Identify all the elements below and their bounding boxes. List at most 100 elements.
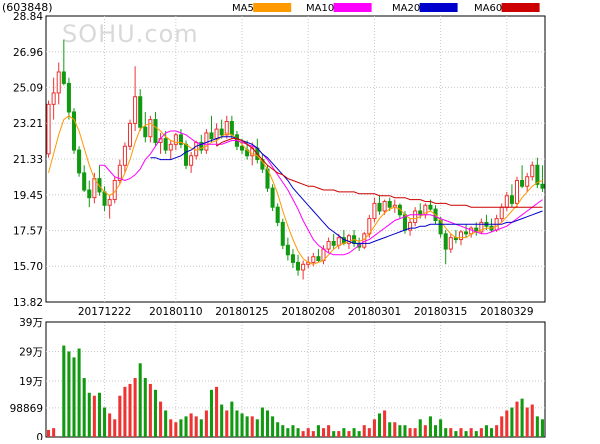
- candle-body-down: [77, 149, 82, 174]
- volume-bar: [123, 386, 127, 437]
- volume-bar: [327, 425, 331, 437]
- volume-bar: [433, 425, 438, 437]
- candle-body-down: [229, 120, 234, 136]
- volume-bar: [500, 416, 504, 437]
- volume-bar: [199, 419, 203, 437]
- date-axis: 20171222 20180110 20180125 20180208 20180301…: [78, 306, 534, 318]
- legend-swatch-ma60: [501, 3, 540, 12]
- volume-bar: [495, 425, 499, 437]
- candle-body-up: [504, 195, 509, 208]
- volume-bar: [398, 425, 402, 437]
- volume-bar: [352, 428, 356, 437]
- candle-body-up: [530, 164, 535, 178]
- volume-bar: [148, 383, 152, 437]
- volume-bar: [52, 428, 56, 437]
- candle-body-down: [428, 204, 433, 210]
- candle-body-down: [82, 172, 87, 191]
- volume-bar: [428, 416, 432, 437]
- volume-bar: [138, 363, 142, 437]
- volume-bar: [62, 345, 66, 437]
- candle-body-down: [240, 145, 245, 151]
- candle-body-down: [199, 141, 204, 151]
- candle-body-up: [189, 155, 194, 166]
- candle-body-up: [448, 237, 453, 250]
- volume-bar: [174, 422, 178, 437]
- price-yaxis: 28.84 26.96 25.09 23.21 21.33 19.45 17.57 15.70…: [13, 11, 43, 309]
- candle-body-down: [397, 204, 402, 216]
- volume-bar: [153, 389, 158, 437]
- volume-bar: [128, 383, 132, 437]
- candle-body-up: [514, 180, 520, 204]
- volume-bar: [321, 428, 326, 437]
- volume-bar: [47, 429, 51, 437]
- legend-label-ma60: MA60: [474, 3, 502, 14]
- volume-bar: [87, 392, 91, 437]
- ma-line-ma60: [216, 138, 543, 208]
- candle-body-up: [168, 143, 173, 151]
- candle-body-down: [143, 126, 148, 138]
- candle-body-down: [183, 143, 189, 166]
- candle-body-down: [443, 233, 448, 250]
- volume-bar: [367, 428, 371, 437]
- volume-bar: [459, 428, 463, 437]
- candle-body-up: [499, 206, 504, 220]
- volume-bar: [189, 413, 193, 437]
- volume-bar: [255, 419, 259, 437]
- volume-bar: [250, 416, 254, 437]
- volume-bar: [301, 431, 305, 437]
- volume-bar: [393, 422, 397, 437]
- ma-line-ma20: [150, 136, 543, 244]
- date-tick-label: 20180208: [282, 306, 335, 318]
- candle-body-up: [479, 221, 484, 233]
- volume-bar: [540, 419, 544, 437]
- candle-body-down: [102, 191, 107, 206]
- volume-bar: [311, 431, 315, 437]
- candle-body-up: [336, 237, 341, 246]
- volume-bar: [209, 389, 214, 437]
- candle-body-down: [61, 71, 66, 84]
- volume-bar: [332, 431, 336, 437]
- volume-bar: [108, 413, 112, 437]
- price-tick-label: 15.70: [13, 261, 43, 273]
- candle-body-up: [326, 240, 331, 250]
- volume-bar: [72, 357, 76, 437]
- volume-bar: [439, 419, 443, 437]
- volume-bar: [169, 419, 173, 437]
- candle-body-down: [509, 195, 514, 204]
- volume-bar: [286, 428, 290, 437]
- price-tick-label: 28.84: [13, 11, 43, 23]
- volume-bar: [225, 410, 229, 437]
- ma-line-ma10: [99, 130, 543, 256]
- volume-bar: [525, 407, 529, 437]
- candle-body-up: [107, 199, 112, 206]
- candle-body-up: [173, 134, 178, 145]
- volume-tick-label: 39万: [19, 317, 43, 329]
- volume-bar: [265, 410, 270, 437]
- volume-bar: [235, 410, 239, 437]
- candle-body-down: [285, 244, 290, 256]
- price-tick-label: 23.21: [13, 118, 43, 130]
- volume-bar: [337, 431, 341, 437]
- price-tick-label: 13.82: [13, 297, 43, 309]
- candle-body-up: [346, 235, 351, 244]
- volume-bar: [383, 410, 387, 437]
- price-grid: [45, 15, 546, 437]
- legend: MA5 MA10 MA20 MA60: [232, 3, 540, 14]
- volume-bar: [220, 404, 224, 437]
- volume-bar: [444, 428, 448, 437]
- volume-bar: [464, 431, 468, 437]
- volume-bar: [510, 407, 514, 437]
- volume-bar: [449, 428, 453, 437]
- volume-bar: [418, 419, 422, 437]
- candle-body-down: [331, 240, 336, 246]
- legend-swatch-ma20: [419, 3, 458, 12]
- moving-averages: [48, 115, 543, 265]
- watermark-logo: SOHU.com: [62, 20, 199, 48]
- volume-tick-label: 98869: [10, 403, 43, 415]
- volume-bar: [490, 428, 494, 437]
- volume-bar: [67, 351, 71, 437]
- candle-body-down: [296, 261, 301, 271]
- candle-body-down: [138, 96, 143, 128]
- candle-body-down: [66, 82, 71, 113]
